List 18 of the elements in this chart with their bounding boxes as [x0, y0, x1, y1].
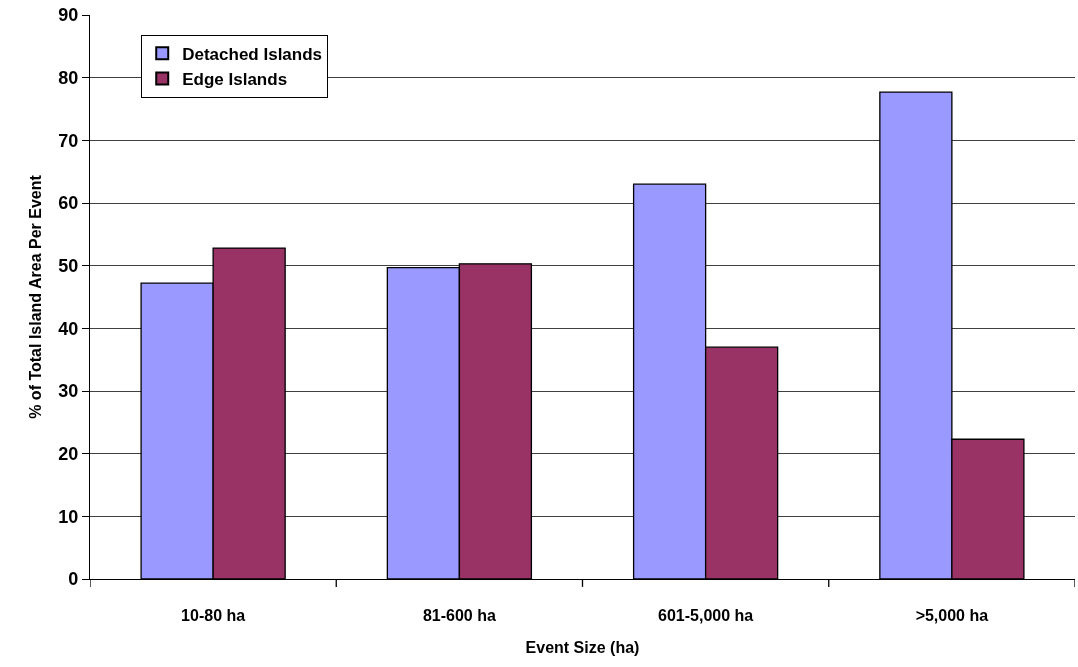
y-tick-label: 20 [58, 443, 79, 464]
x-axis-title: Event Size (ha) [525, 639, 640, 657]
y-tick-label: 80 [58, 67, 79, 88]
x-tick-label: 601-5,000 ha [658, 607, 754, 625]
y-tick-label: 40 [58, 318, 79, 339]
y-tick-label: 30 [58, 381, 79, 402]
y-tick-label: 70 [58, 130, 79, 151]
y-tick-label: 50 [58, 255, 79, 276]
legend-label: Edge Islands [182, 70, 288, 90]
y-axis-title: % of Total Island Area Per Event [27, 174, 45, 419]
x-tick-label: >5,000 ha [915, 607, 989, 625]
y-tick-label: 60 [58, 193, 79, 214]
y-tick-label: 90 [58, 5, 79, 26]
y-tick-label: 0 [68, 569, 79, 590]
x-tick-label: 10-80 ha [181, 607, 246, 625]
x-tick-label: 81-600 ha [422, 607, 496, 625]
legend-label: Detached Islands [182, 44, 323, 64]
y-tick-label: 10 [58, 506, 79, 527]
